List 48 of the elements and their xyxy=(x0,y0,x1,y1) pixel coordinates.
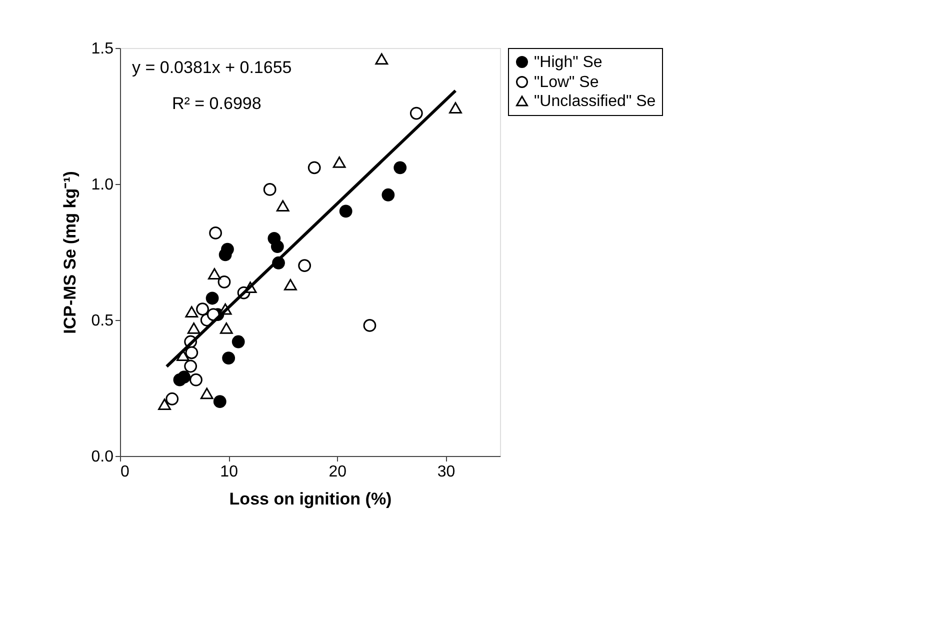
point xyxy=(449,102,462,114)
annotation: y = 0.0381x + 0.1655 xyxy=(132,58,292,77)
point xyxy=(220,322,233,334)
legend-label: "Unclassified" Se xyxy=(534,93,656,110)
point xyxy=(339,204,352,218)
point xyxy=(276,200,290,212)
point xyxy=(185,346,198,360)
y-axis-title: ICP-MS Se (mg kg⁻¹) xyxy=(60,171,80,334)
point xyxy=(178,370,191,384)
x-axis-title: Loss on ignition (%) xyxy=(229,490,392,508)
point xyxy=(284,278,297,290)
point xyxy=(213,395,226,408)
x-tick-label: 0 xyxy=(120,464,130,480)
legend-label: "High" Se xyxy=(534,54,602,71)
annotation: R² = 0.6998 xyxy=(172,94,262,113)
point xyxy=(158,398,171,410)
point xyxy=(187,322,200,334)
x-tick-label: 30 xyxy=(437,464,456,480)
y-tick-label: 1.0 xyxy=(91,176,114,194)
point xyxy=(363,319,376,332)
y-tick-label: 1.5 xyxy=(91,40,114,58)
x-tick-label: 20 xyxy=(328,464,347,480)
point xyxy=(298,259,312,272)
point xyxy=(190,373,202,386)
point xyxy=(166,392,179,406)
point xyxy=(375,53,388,65)
point xyxy=(270,240,284,253)
point xyxy=(185,306,198,318)
point xyxy=(196,302,209,316)
point xyxy=(184,360,198,373)
point xyxy=(332,156,346,168)
point xyxy=(206,292,219,305)
point xyxy=(208,268,221,280)
point xyxy=(221,242,234,256)
point xyxy=(263,183,276,196)
point xyxy=(232,335,245,348)
y-tick-label: 0.0 xyxy=(91,448,114,466)
point xyxy=(222,352,236,365)
point xyxy=(394,161,407,174)
point xyxy=(308,161,321,174)
point xyxy=(200,388,214,400)
x-tick-label: 10 xyxy=(220,464,238,480)
y-tick-label: 0.5 xyxy=(91,312,114,330)
legend-label: "Low" Se xyxy=(534,74,599,91)
point xyxy=(218,275,231,288)
point xyxy=(209,226,222,240)
point xyxy=(410,106,423,120)
point xyxy=(382,188,395,202)
